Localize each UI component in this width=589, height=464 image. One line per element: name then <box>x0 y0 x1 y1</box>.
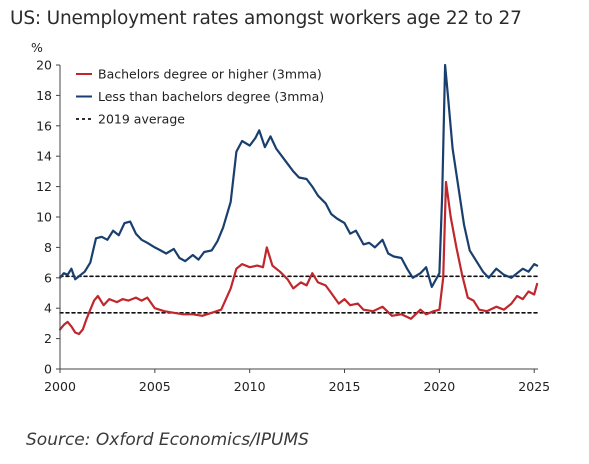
legend-label: Less than bachelors degree (3mma) <box>98 89 324 104</box>
x-tick-label: 2015 <box>329 379 361 394</box>
legend-label: 2019 average <box>98 112 185 127</box>
less-than-bachelors-line <box>58 63 539 288</box>
legend-label: Bachelors degree or higher (3mma) <box>98 67 322 82</box>
y-unit-label: % <box>31 40 43 55</box>
y-tick-label: 6 <box>44 270 52 285</box>
y-tick-label: 10 <box>36 210 52 225</box>
y-tick-label: 2 <box>44 331 52 346</box>
y-tick-label: 18 <box>36 88 52 103</box>
x-tick-label: 2020 <box>423 379 455 394</box>
chart-title: US: Unemployment rates amongst workers a… <box>10 8 522 29</box>
x-tick-label: 2025 <box>518 379 550 394</box>
y-tick-label: 0 <box>44 362 52 377</box>
y-tick-label: 20 <box>36 58 52 73</box>
y-tick-label: 14 <box>36 149 52 164</box>
x-tick-label: 2000 <box>44 379 76 394</box>
source-note: Source: Oxford Economics/IPUMS <box>26 430 309 450</box>
y-tick-label: 8 <box>44 240 52 255</box>
bachelors-line <box>58 180 539 336</box>
y-tick-label: 16 <box>36 118 52 133</box>
x-tick-label: 2010 <box>234 379 266 394</box>
y-tick-label: 12 <box>36 179 52 194</box>
x-tick-label: 2005 <box>139 379 171 394</box>
y-tick-label: 4 <box>44 301 52 316</box>
